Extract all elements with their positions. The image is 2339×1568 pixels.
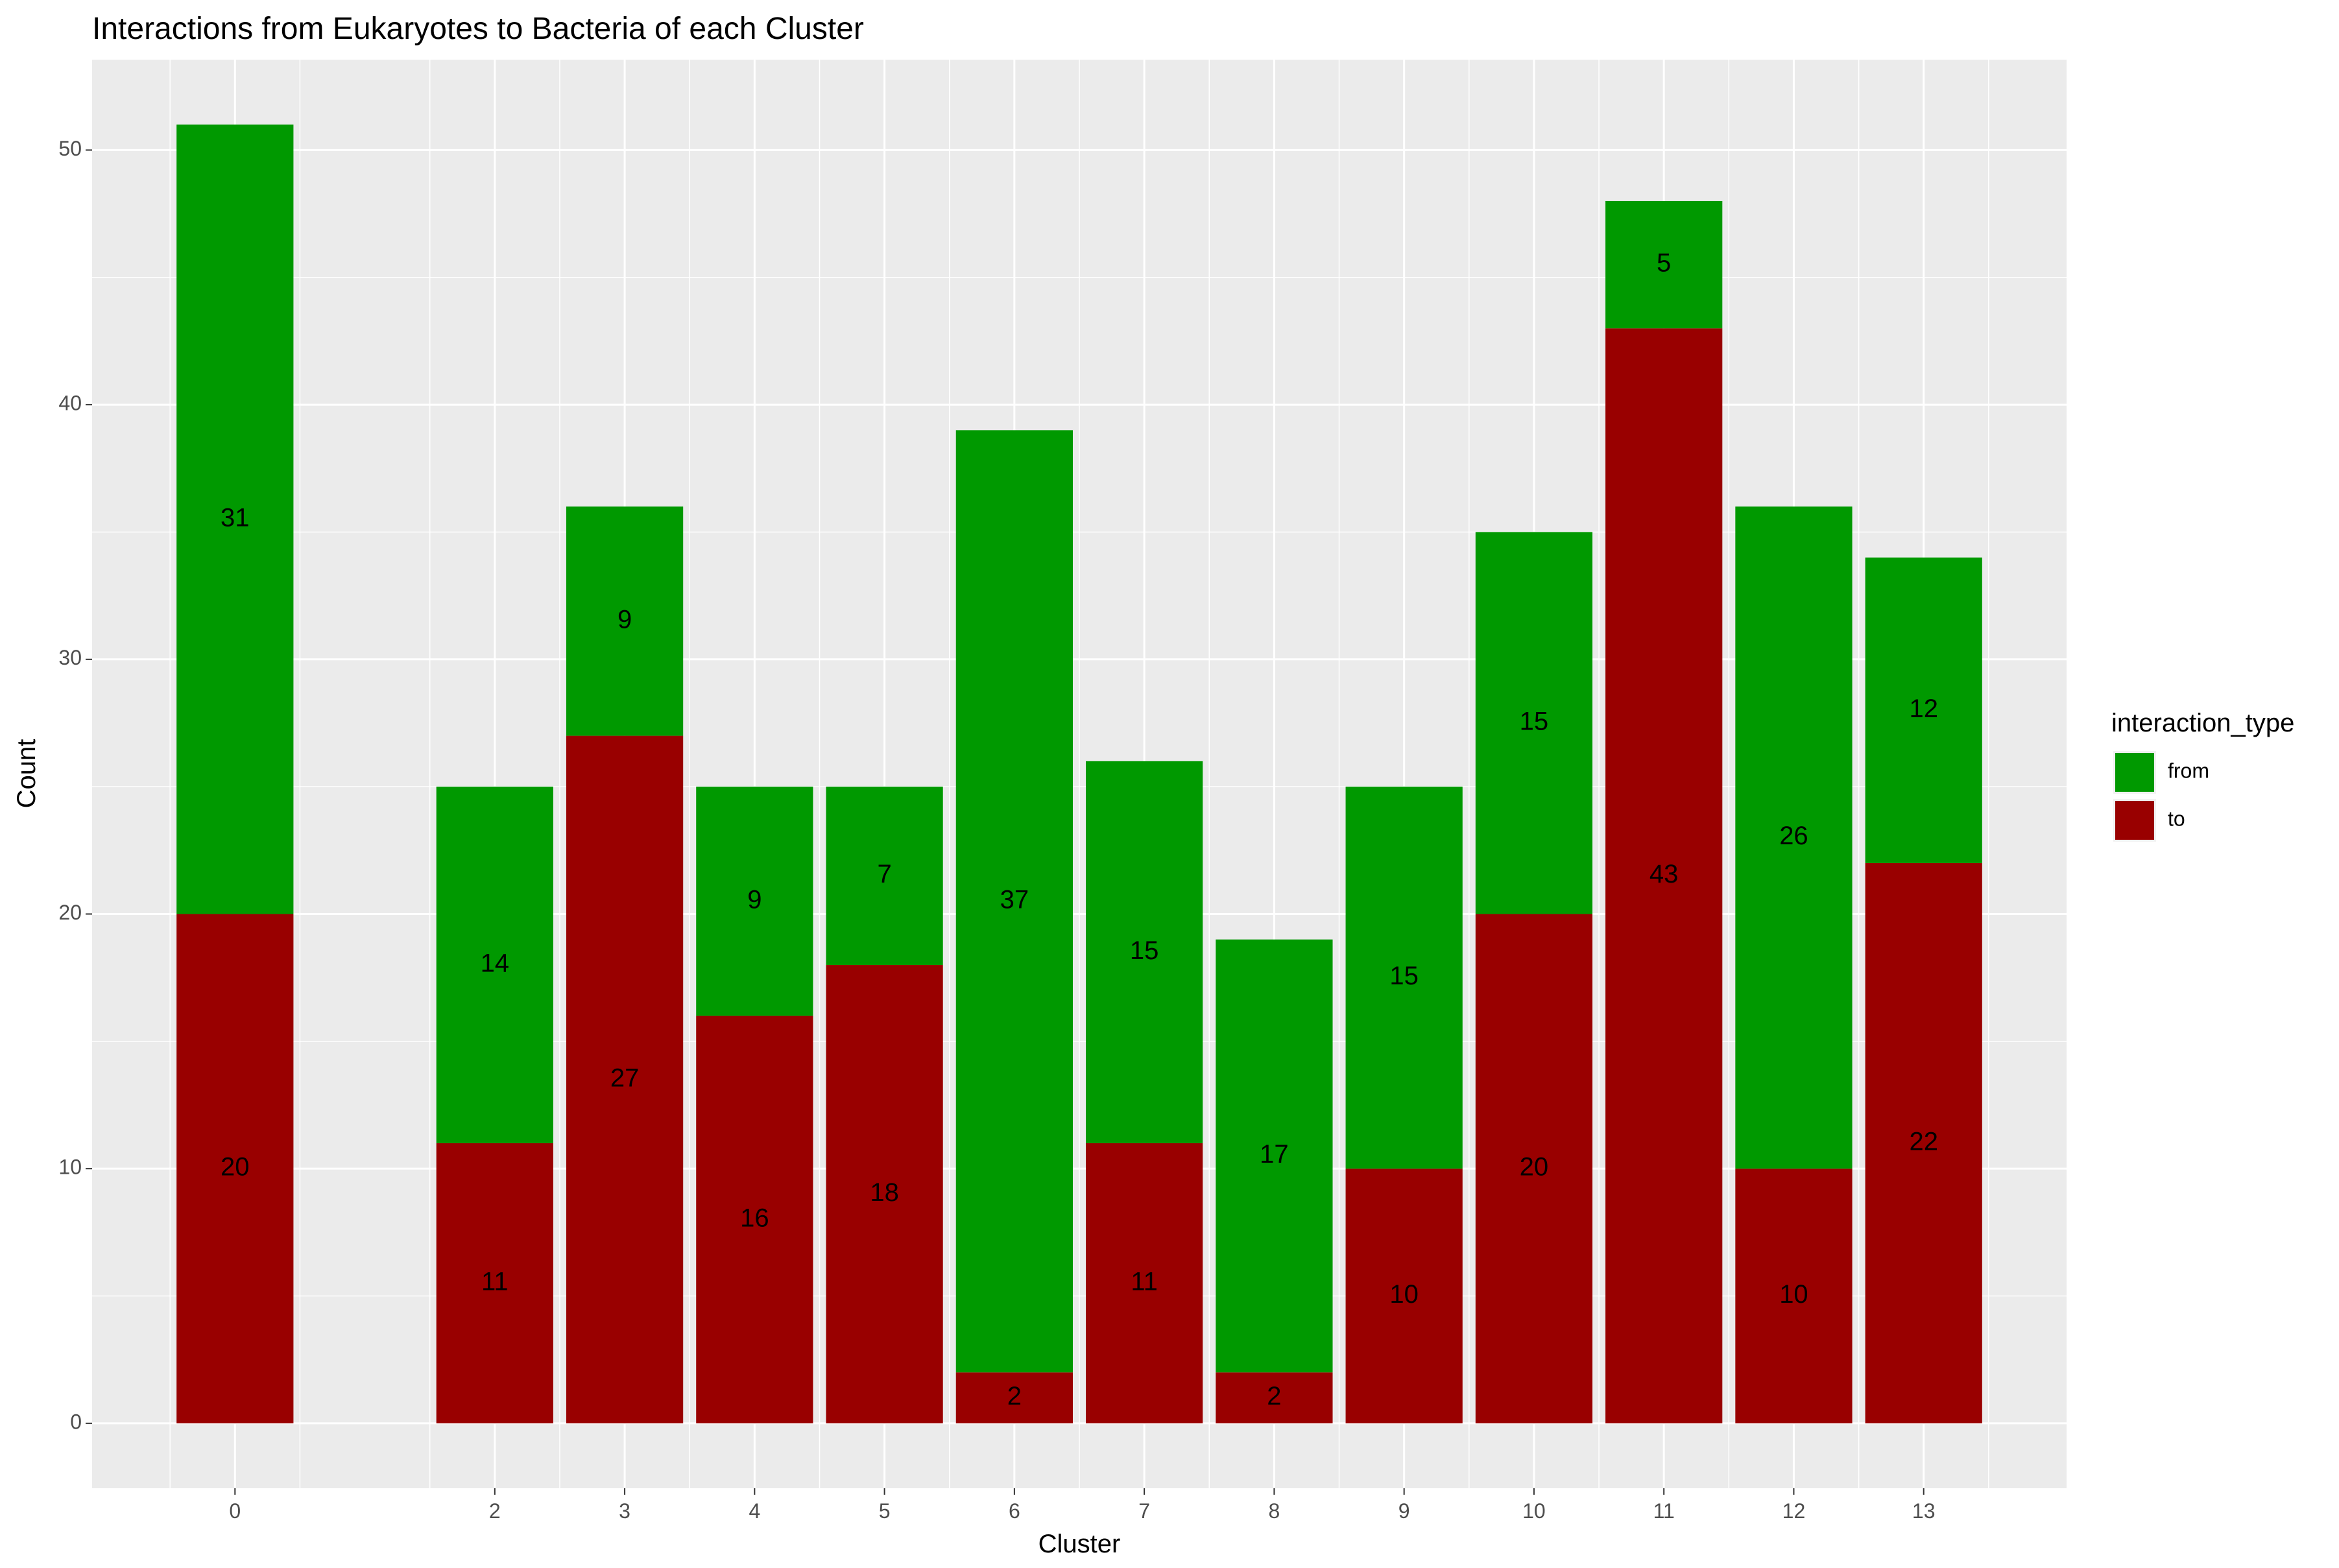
y-tick-label: 10	[58, 1156, 82, 1179]
bar-from-0	[176, 125, 294, 914]
bar-label-to-13: 22	[1909, 1127, 1938, 1156]
x-tick-label: 4	[749, 1499, 760, 1523]
bar-from-11	[1605, 200, 1723, 329]
bar-from-7	[1086, 761, 1203, 1143]
bar-to-4	[696, 1016, 813, 1423]
bar-from-5	[826, 787, 943, 966]
bar-to-8	[1216, 1372, 1333, 1423]
legend: interaction_type from to	[2111, 709, 2294, 842]
x-tick-label: 5	[879, 1499, 891, 1523]
bar-from-3	[566, 506, 684, 736]
bar-label-to-10: 20	[1520, 1153, 1549, 1182]
bar-label-from-10: 15	[1520, 707, 1549, 736]
legend-swatch-from	[2115, 753, 2154, 792]
bar-from-12	[1735, 506, 1853, 1169]
x-tick-label: 8	[1268, 1499, 1280, 1523]
x-tick-label: 11	[1653, 1499, 1675, 1523]
y-tick-label: 40	[58, 392, 82, 415]
bar-label-to-0: 20	[221, 1153, 250, 1182]
bar-from-9	[1345, 787, 1463, 1169]
x-axis-title: Cluster	[1038, 1530, 1121, 1558]
bar-to-3	[566, 735, 684, 1423]
x-tick-label: 6	[1009, 1499, 1020, 1523]
x-tick-label: 3	[619, 1499, 630, 1523]
bar-to-10	[1475, 914, 1593, 1423]
x-tick-label: 7	[1138, 1499, 1150, 1523]
x-tick-label: 13	[1912, 1499, 1936, 1523]
bar-label-from-0: 31	[221, 503, 250, 532]
bar-label-from-7: 15	[1130, 936, 1159, 965]
bar-to-13	[1865, 862, 1982, 1423]
bar-from-8	[1216, 939, 1333, 1373]
bar-label-to-12: 10	[1779, 1280, 1808, 1309]
bar-label-from-5: 7	[877, 860, 891, 888]
x-tick-label: 0	[229, 1499, 241, 1523]
bar-to-5	[826, 965, 943, 1423]
chart-title: Interactions from Eukaryotes to Bacteria…	[92, 12, 864, 46]
y-tick-label: 20	[58, 901, 82, 924]
bar-label-to-11: 43	[1649, 860, 1679, 888]
bar-to-2	[436, 1143, 553, 1423]
legend-title: interaction_type	[2111, 709, 2294, 737]
bar-label-from-2: 14	[481, 949, 510, 978]
bar-from-13	[1865, 557, 1982, 863]
y-axis: 0 10 20 30 40 50	[58, 137, 92, 1433]
bar-label-from-9: 15	[1389, 962, 1419, 990]
bar-labels: 20 31 11 14 27 9 16 9 18 7 2 37 11 15 2 17 10 15 20 15 43 5 10…	[221, 249, 1938, 1410]
bar-label-from-13: 12	[1909, 695, 1938, 723]
bar-from-4	[696, 787, 813, 1016]
x-tick-label: 12	[1782, 1499, 1806, 1523]
y-tick-label: 30	[58, 646, 82, 669]
bar-label-to-2: 11	[481, 1267, 509, 1296]
x-tick-label: 9	[1398, 1499, 1410, 1523]
bar-label-from-4: 9	[747, 885, 762, 914]
bar-to-0	[176, 914, 294, 1423]
bars	[176, 125, 1982, 1423]
bar-label-from-6: 37	[1000, 885, 1029, 914]
legend-label-to: to	[2168, 807, 2185, 830]
bar-label-to-3: 27	[610, 1063, 640, 1092]
bar-label-to-9: 10	[1389, 1280, 1419, 1309]
bar-from-10	[1475, 532, 1593, 914]
legend-swatch-to	[2115, 801, 2154, 840]
bar-label-from-8: 17	[1260, 1140, 1289, 1169]
x-tick-label: 10	[1522, 1499, 1546, 1523]
bar-label-to-5: 18	[870, 1178, 899, 1207]
bar-label-from-11: 5	[1657, 249, 1671, 278]
bar-to-7	[1086, 1143, 1203, 1423]
bar-to-12	[1735, 1169, 1853, 1423]
bar-label-to-4: 16	[740, 1204, 769, 1232]
bar-from-6	[955, 430, 1073, 1373]
bar-to-9	[1345, 1169, 1463, 1423]
bar-label-from-3: 9	[618, 605, 632, 634]
y-tick-label: 0	[70, 1410, 82, 1433]
bar-to-11	[1605, 328, 1723, 1423]
bar-label-to-6: 2	[1007, 1382, 1022, 1410]
bar-label-to-8: 2	[1267, 1382, 1281, 1410]
y-axis-title: Count	[12, 739, 41, 809]
bar-to-6	[955, 1372, 1073, 1423]
x-axis: 0 2 3 4 5 6 7 8 9 10 11 12 13	[229, 1488, 1936, 1523]
y-tick-label: 50	[58, 137, 82, 160]
x-tick-label: 2	[489, 1499, 501, 1523]
bar-from-2	[436, 787, 553, 1143]
legend-label-from: from	[2168, 759, 2209, 782]
bar-label-from-12: 26	[1779, 822, 1808, 850]
bar-label-to-7: 11	[1131, 1267, 1158, 1296]
